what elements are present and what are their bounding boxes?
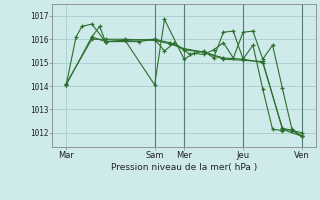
X-axis label: Pression niveau de la mer( hPa ): Pression niveau de la mer( hPa ) xyxy=(111,163,257,172)
